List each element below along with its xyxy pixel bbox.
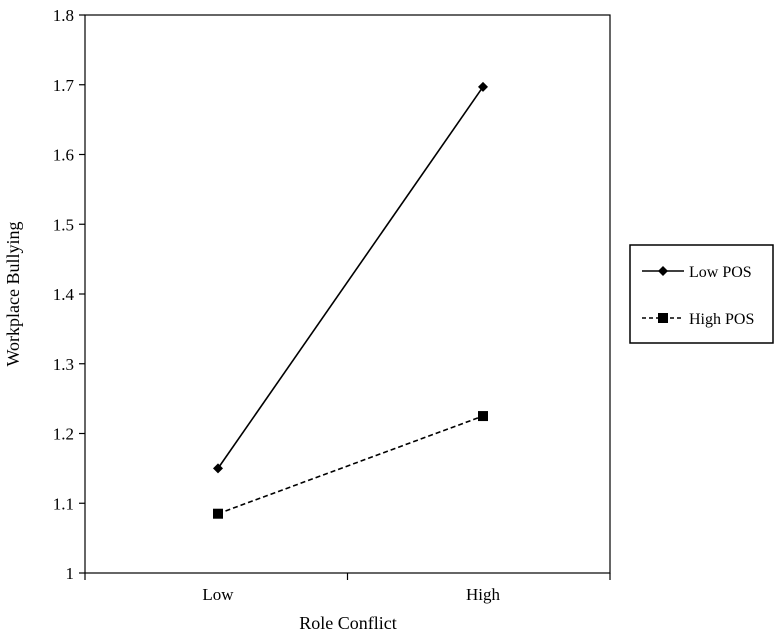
legend-marker-high-pos	[658, 313, 668, 323]
plot-area	[84, 14, 611, 574]
y-tick-label: 1.2	[53, 425, 74, 444]
data-point-high-pos	[213, 508, 223, 519]
data-point-low-pos	[478, 81, 488, 92]
data-point-high-pos	[478, 411, 488, 422]
x-axis-title: Role Conflict	[299, 613, 397, 633]
y-tick-label: 1.7	[53, 76, 75, 95]
legend-box	[629, 244, 774, 344]
legend: Low POS High POS	[629, 244, 774, 344]
y-tick-label: 1.1	[53, 494, 74, 513]
y-axis: 1 1.1 1.2 1.3 1.4 1.5 1.6 1.7 1.8	[53, 6, 85, 583]
x-tick-label: Low	[202, 585, 234, 604]
x-axis: Low High	[84, 573, 611, 604]
y-tick-label: 1	[66, 564, 75, 583]
y-tick-label: 1.5	[53, 215, 74, 234]
series-line-low-pos	[217, 86, 484, 469]
legend-label-high-pos: High POS	[689, 311, 754, 328]
y-tick-label: 1.8	[53, 6, 74, 25]
data-point-low-pos	[213, 463, 223, 474]
y-tick-label: 1.6	[53, 146, 74, 165]
y-tick-label: 1.4	[53, 285, 75, 304]
series-line-high-pos	[217, 415, 484, 515]
y-axis-title: Workplace Bullying	[3, 221, 23, 366]
y-tick-label: 1.3	[53, 355, 74, 374]
legend-label-low-pos: Low POS	[689, 264, 752, 281]
legend-marker-low-pos	[658, 266, 668, 276]
series-layer	[213, 81, 488, 519]
x-tick-label: High	[466, 585, 501, 604]
